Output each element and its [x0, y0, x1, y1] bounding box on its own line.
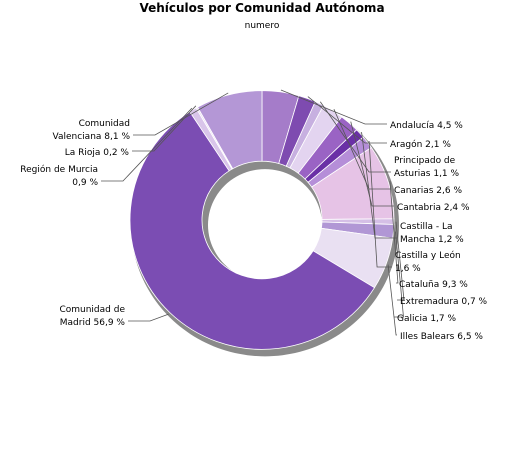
slice-label: Asturias 1,1 % — [394, 169, 460, 179]
leader-line — [319, 101, 391, 173]
slice-label: Principado de — [394, 156, 456, 166]
slice-label: Valenciana 8,1 % — [53, 132, 131, 142]
slice-label: Aragón 2,1 % — [390, 139, 451, 150]
slice-labels: Andalucía 4,5 % Aragón 2,1 % Principado de… — [20, 119, 487, 342]
leader-line — [394, 231, 404, 318]
slice-label: Andalucía 4,5 % — [390, 121, 463, 131]
slice-label: 1,6 % — [395, 264, 421, 274]
slice-label: Illes Balears 6,5 % — [400, 332, 483, 342]
slice-label: Cantabria 2,4 % — [397, 203, 470, 213]
slice-label: 0,9 % — [72, 178, 98, 188]
chart-subtitle: numero — [245, 21, 280, 31]
leader-line — [132, 105, 197, 152]
label-leaders — [101, 89, 405, 336]
leader-line — [128, 313, 169, 322]
slice-label: Castilla - La — [400, 222, 453, 232]
donut-slices — [129, 90, 395, 350]
slice-label: Galicia 1,7 % — [397, 314, 456, 324]
leader-line — [307, 96, 387, 144]
chart-title: Vehículos por Comunidad Autónoma — [139, 1, 384, 15]
slice-label: Canarias 2,6 % — [394, 186, 462, 196]
slice-label: Madrid 56,9 % — [60, 318, 126, 328]
leader-line — [101, 107, 193, 182]
slice-label: Castilla y León — [395, 250, 461, 261]
slice-label: Comunidad de — [59, 305, 125, 315]
slice-comunidad-valenciana — [197, 90, 263, 170]
leader-line — [387, 264, 397, 336]
slice-label: Región de Murcia — [20, 164, 98, 175]
leader-line — [368, 140, 392, 268]
leader-line — [133, 92, 229, 136]
slice-label: La Rioja 0,2 % — [65, 148, 130, 158]
leader-line — [350, 121, 394, 207]
leader-line — [395, 221, 405, 301]
leader-line — [280, 89, 387, 125]
slice-label: Extremadura 0,7 % — [400, 297, 488, 307]
slice-label: Mancha 1,2 % — [400, 235, 464, 245]
slice-label: Cataluña 9,3 % — [399, 280, 468, 290]
slice-label: Comunidad — [79, 119, 130, 129]
leader-line — [389, 180, 399, 284]
